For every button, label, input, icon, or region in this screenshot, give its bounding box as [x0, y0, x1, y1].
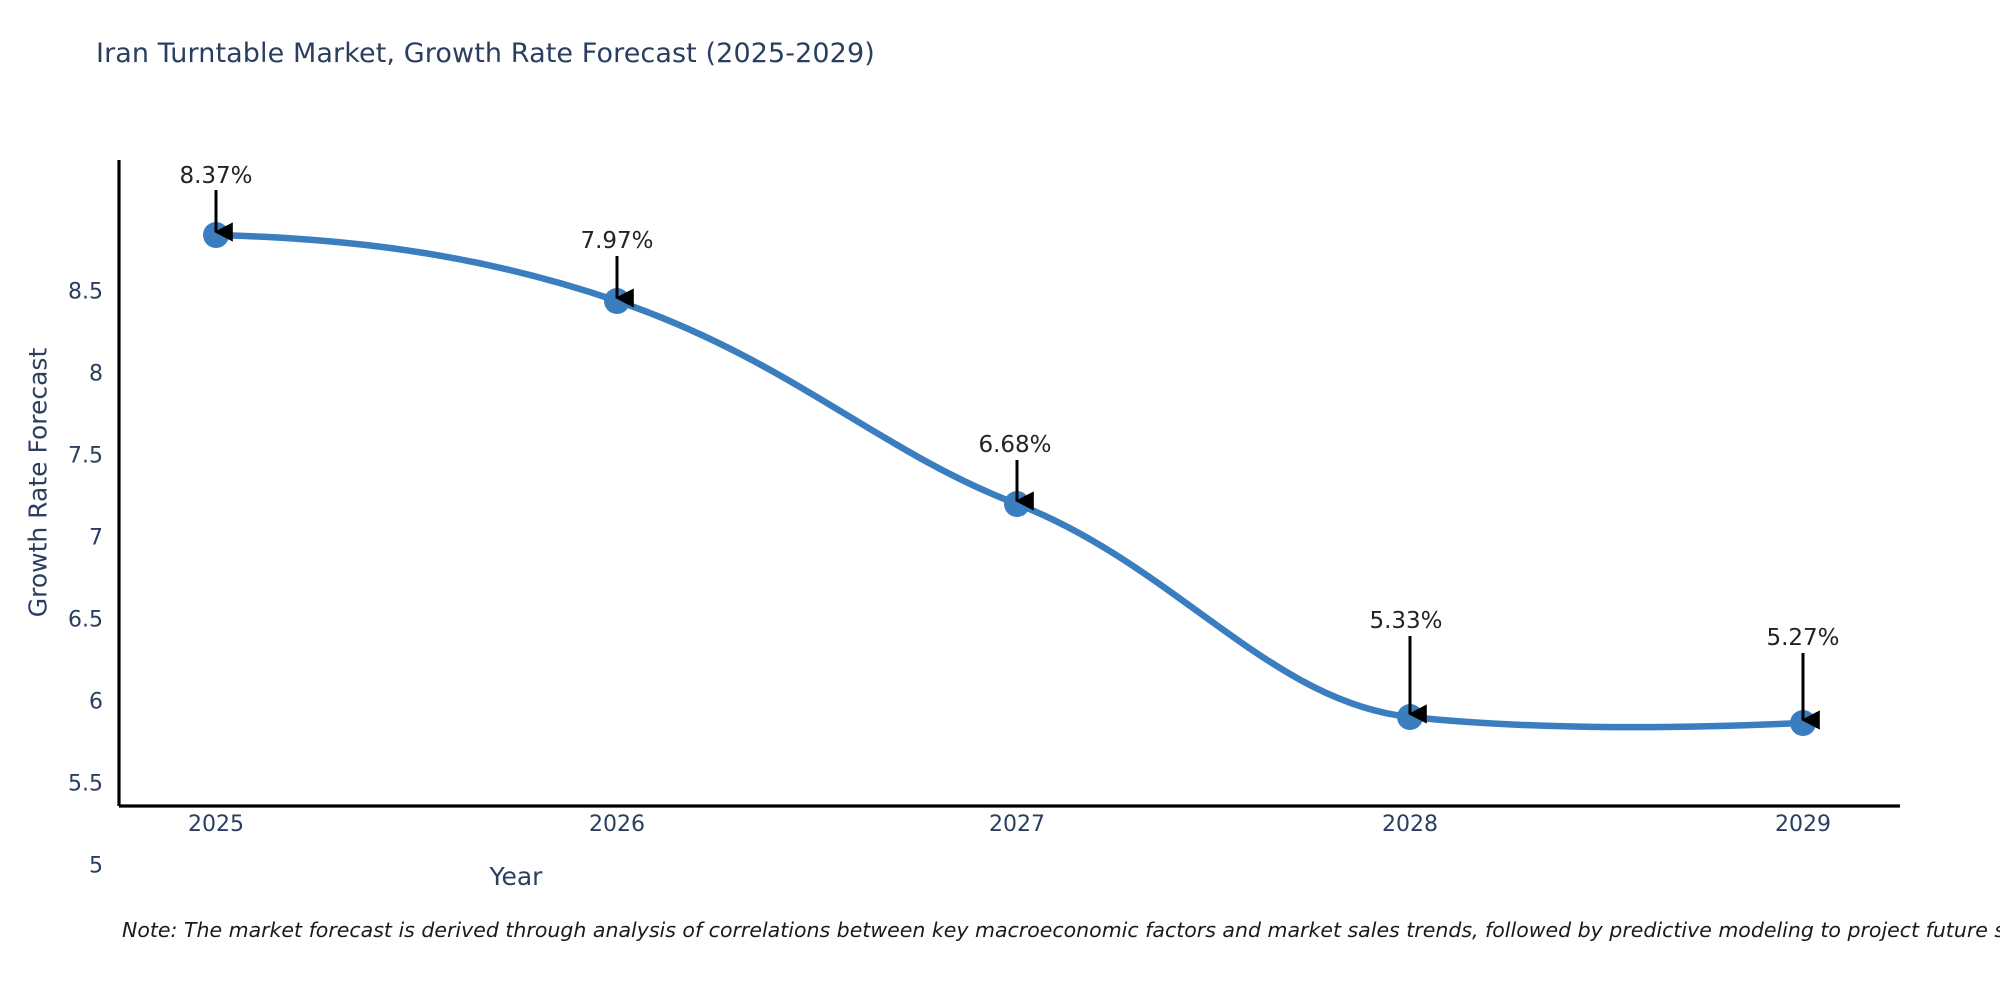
- x-tick-2028: 2028: [1382, 812, 1438, 837]
- point-label-2027: 6.68%: [978, 432, 1052, 458]
- point-label-2025: 8.37%: [179, 163, 253, 189]
- x-tick-2026: 2026: [589, 812, 645, 837]
- chart-note: Note: The market forecast is derived thr…: [122, 918, 2000, 942]
- point-label-2026: 7.97%: [580, 228, 654, 254]
- x-tick-2025: 2025: [188, 812, 244, 837]
- data-line-growth-rate-forecast: [212, 231, 1807, 731]
- x-axis-title: Year: [0, 862, 2000, 891]
- x-axis-title-text: Year: [489, 862, 543, 891]
- x-tick-2027: 2027: [989, 812, 1045, 837]
- point-label-2028: 5.33%: [1369, 608, 1443, 634]
- point-label-2029: 5.27%: [1766, 625, 1840, 651]
- chart-title: Iran Turntable Market, Growth Rate Forec…: [96, 38, 875, 69]
- x-tick-2029: 2029: [1775, 812, 1831, 837]
